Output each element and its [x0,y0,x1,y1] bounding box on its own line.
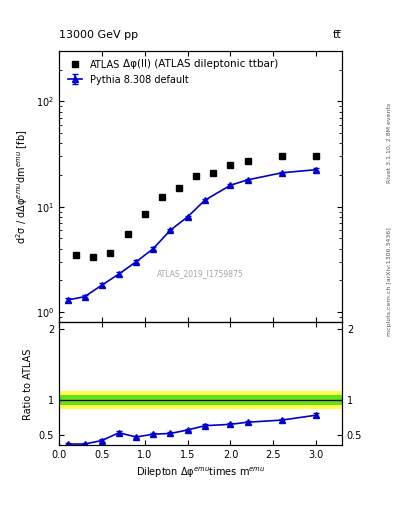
Y-axis label: d$^2$σ / dΔφ$^{emu}$dm$^{emu}$ [fb]: d$^2$σ / dΔφ$^{emu}$dm$^{emu}$ [fb] [14,130,30,244]
Text: mcplots.cern.ch [arXiv:1306.3436]: mcplots.cern.ch [arXiv:1306.3436] [387,227,392,336]
Text: Rivet 3.1.10, 2.8M events: Rivet 3.1.10, 2.8M events [387,103,392,183]
Y-axis label: Ratio to ATLAS: Ratio to ATLAS [23,348,33,419]
Legend: ATLAS, Pythia 8.308 default: ATLAS, Pythia 8.308 default [64,56,193,89]
X-axis label: Dilepton Δφ$^{emu}$times m$^{emu}$: Dilepton Δφ$^{emu}$times m$^{emu}$ [136,466,265,480]
ATLAS [91,254,95,261]
Line: ATLAS: ATLAS [73,153,320,261]
ATLAS [211,170,216,176]
ATLAS [74,252,79,258]
Text: ATLAS_2019_I1759875: ATLAS_2019_I1759875 [157,269,244,278]
ATLAS [160,194,164,200]
ATLAS [245,158,250,164]
Bar [59,395,342,404]
ATLAS [279,154,284,160]
Text: tt̅: tt̅ [333,30,342,40]
ATLAS [176,185,181,191]
ATLAS [108,250,113,257]
ATLAS [314,154,319,160]
ATLAS [142,211,147,217]
ATLAS [228,162,233,168]
Text: 13000 GeV pp: 13000 GeV pp [59,30,138,40]
ATLAS [194,173,198,179]
Bar [59,391,342,409]
ATLAS [125,231,130,237]
Text: Δφ(ll) (ATLAS dileptonic ttbar): Δφ(ll) (ATLAS dileptonic ttbar) [123,59,278,69]
